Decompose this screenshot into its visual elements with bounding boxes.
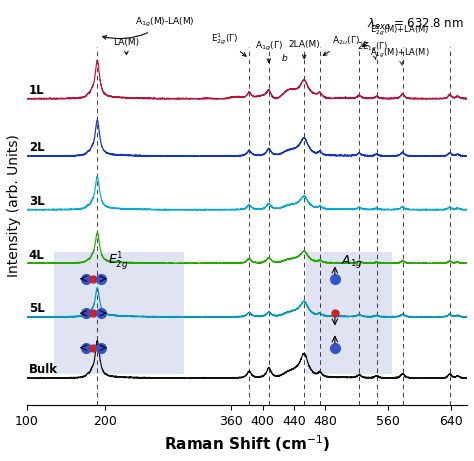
Y-axis label: Intensity (arb. Units): Intensity (arb. Units): [7, 135, 21, 278]
Text: $A_{1g}$: $A_{1g}$: [341, 253, 363, 270]
Text: b: b: [282, 54, 287, 63]
Text: E$_{2g}^{1}$(M)+LA(M): E$_{2g}^{1}$(M)+LA(M): [370, 22, 429, 37]
Text: $\lambda_{exc}$ = 632.8 nm: $\lambda_{exc}$ = 632.8 nm: [366, 17, 463, 32]
Text: LA(M): LA(M): [113, 38, 139, 55]
Text: A$_{1g}$(M)+LA(M): A$_{1g}$(M)+LA(M): [370, 47, 430, 65]
Text: E$_{2g}^{1}$($\Gamma$): E$_{2g}^{1}$($\Gamma$): [211, 32, 246, 56]
Bar: [54, 252, 184, 374]
Text: 3L: 3L: [29, 195, 45, 208]
Text: Bulk: Bulk: [29, 363, 58, 376]
Text: A$_{2u}$($\Gamma$): A$_{2u}$($\Gamma$): [323, 35, 359, 55]
Text: 2LA(M): 2LA(M): [288, 40, 320, 59]
Bar: [306, 252, 392, 374]
Text: A$_{1g}$(M)-LA(M): A$_{1g}$(M)-LA(M): [103, 16, 195, 39]
Text: 4L: 4L: [29, 248, 45, 261]
X-axis label: Raman Shift (cm$^{-1}$): Raman Shift (cm$^{-1}$): [164, 433, 330, 454]
Text: $E_{2g}^{1}$: $E_{2g}^{1}$: [108, 250, 128, 272]
Text: 2E$_{1g}$($\Gamma$): 2E$_{1g}$($\Gamma$): [357, 41, 388, 59]
Text: A$_{1g}$($\Gamma$): A$_{1g}$($\Gamma$): [255, 40, 283, 62]
Text: 2L: 2L: [29, 142, 45, 154]
Text: 1L: 1L: [29, 84, 45, 97]
Text: 5L: 5L: [29, 302, 45, 315]
